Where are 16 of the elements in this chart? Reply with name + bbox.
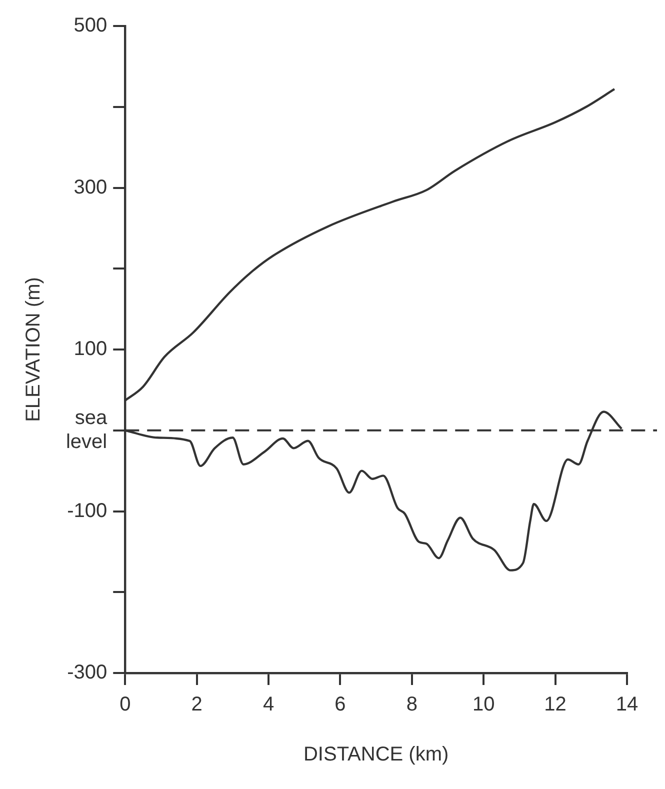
x-tick-label: 0 — [120, 694, 131, 716]
x-tick-label: 14 — [616, 694, 638, 716]
y-tick-label: 300 — [74, 176, 108, 198]
y-axis-title: ELEVATION (m) — [22, 277, 45, 422]
x-tick-label: 6 — [334, 694, 346, 716]
x-tick-label: 12 — [544, 694, 566, 716]
y-tick-label: sea level — [66, 406, 108, 453]
x-tick-label: 4 — [262, 694, 274, 716]
x-tick-label: 8 — [406, 694, 418, 716]
y-tick-label: 100 — [74, 338, 108, 360]
y-tick-label: 500 — [74, 14, 108, 37]
x-axis-title: DISTANCE (km) — [303, 744, 449, 766]
y-tick-label: -100 — [67, 500, 108, 522]
x-tick-label: 10 — [472, 694, 495, 716]
x-tick-label: 2 — [191, 694, 202, 716]
y-tick-label: -300 — [67, 662, 108, 684]
